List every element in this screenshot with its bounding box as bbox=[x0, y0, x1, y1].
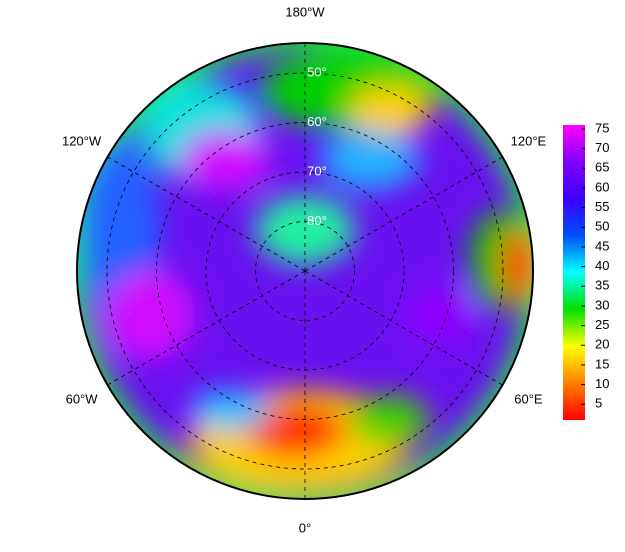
colorbar-tick-label: 20 bbox=[595, 337, 609, 352]
colorbar bbox=[563, 125, 585, 420]
longitude-label: 60°E bbox=[514, 391, 543, 406]
longitude-label: 180°W bbox=[285, 4, 325, 19]
colorbar-tick-label: 50 bbox=[595, 219, 609, 234]
meridian bbox=[107, 270, 306, 386]
meridian bbox=[304, 156, 503, 272]
field-blobs bbox=[77, 43, 533, 499]
colorbar-tick-label: 25 bbox=[595, 317, 609, 332]
latitude-label: 50° bbox=[307, 64, 327, 79]
latitude-circle bbox=[156, 122, 454, 420]
colorbar-tick-label: 15 bbox=[595, 356, 609, 371]
meridian bbox=[304, 270, 503, 386]
colorbar-tick-label: 65 bbox=[595, 160, 609, 175]
colorbar-tick-label: 55 bbox=[595, 199, 609, 214]
colorbar-tick-label: 35 bbox=[595, 278, 609, 293]
colorbar-tick-label: 40 bbox=[595, 258, 609, 273]
field bbox=[77, 43, 533, 499]
colorbar-tick-label: 75 bbox=[595, 120, 609, 135]
longitude-label: 60°W bbox=[66, 391, 99, 406]
colorbar-tick-label: 5 bbox=[595, 396, 602, 411]
longitude-label: 120°E bbox=[511, 133, 547, 148]
colorbar-tick-label: 10 bbox=[595, 376, 609, 391]
colorbar-tick-label: 60 bbox=[595, 179, 609, 194]
colorbar-tick-label: 30 bbox=[595, 297, 609, 312]
longitude-label: 120°W bbox=[62, 133, 102, 148]
latitude-label: 70° bbox=[307, 163, 327, 178]
longitude-label: 0° bbox=[299, 520, 311, 535]
meridian bbox=[107, 156, 306, 272]
latitude-circle bbox=[106, 72, 504, 470]
colorbar-tick-label: 70 bbox=[595, 140, 609, 155]
latitude-label: 60° bbox=[307, 114, 327, 129]
graticule bbox=[106, 43, 504, 499]
latitude-label: 80° bbox=[307, 213, 327, 228]
colorbar-tick-label: 45 bbox=[595, 238, 609, 253]
